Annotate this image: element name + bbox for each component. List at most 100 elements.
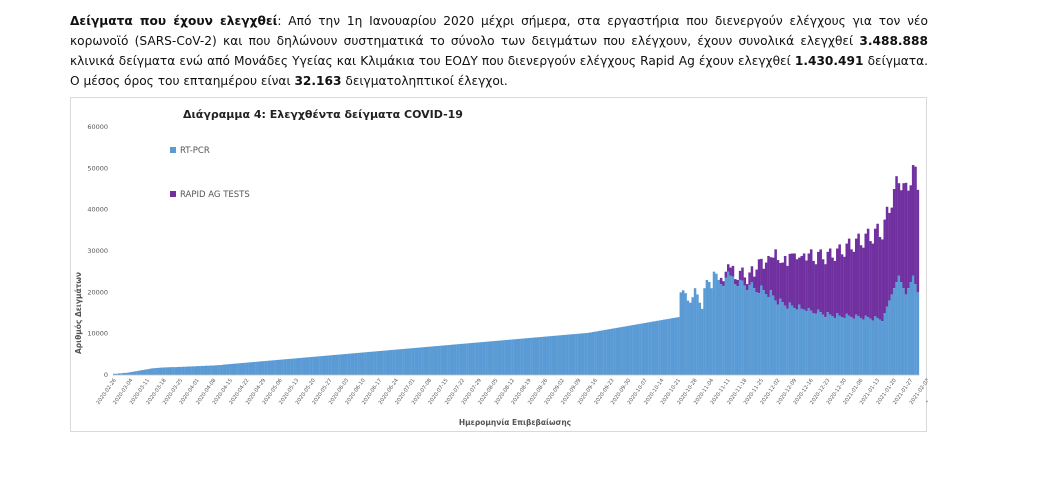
bar-rt-pcr [499, 340, 502, 375]
bars-group [113, 165, 920, 375]
bar-rt-pcr [494, 340, 498, 375]
bar-rt-pcr [712, 271, 716, 375]
bar-rapid-ag [729, 267, 732, 276]
bar-rt-pcr [504, 340, 507, 375]
bar-rt-pcr [195, 366, 199, 375]
bar-rt-pcr [613, 328, 616, 375]
bar-rt-pcr [245, 362, 249, 375]
bar-rapid-ag [738, 270, 742, 280]
bar-rt-pcr [788, 302, 792, 375]
bar-rapid-ag [850, 249, 853, 318]
bar-rt-pcr [589, 332, 593, 375]
bar-rt-pcr [300, 357, 303, 375]
bar-rt-pcr [831, 316, 834, 375]
bar-rt-pcr [421, 347, 424, 375]
bar-rt-pcr [186, 366, 190, 375]
bar-rapid-ag [904, 182, 908, 295]
bar-rt-pcr [715, 273, 718, 375]
bar-rt-pcr [824, 317, 827, 375]
pcr-total: 3.488.888 [859, 34, 928, 48]
bar-rt-pcr [414, 347, 417, 375]
bar-rt-pcr [416, 347, 419, 375]
bar-rt-pcr [406, 348, 410, 375]
bar-rt-pcr [885, 306, 889, 375]
bar-rt-pcr [703, 288, 706, 375]
bar-rt-pcr [127, 372, 130, 375]
summary-text-2: κλινικά δείγματα ενώ από Μονάδες Υγείας … [70, 54, 795, 68]
bar-rapid-ag [821, 259, 825, 315]
bar-rapid-ag [741, 267, 744, 281]
bar-rt-pcr [392, 349, 396, 375]
bar-rapid-ag [878, 236, 882, 320]
bar-rt-pcr [862, 319, 865, 375]
bar-rt-pcr [150, 368, 154, 375]
bar-rapid-ag [726, 264, 730, 272]
bar-rt-pcr [371, 351, 374, 375]
bar-rt-pcr [563, 334, 566, 375]
bar-rt-pcr [214, 365, 218, 375]
bar-rt-pcr [665, 319, 668, 375]
bar-rt-pcr [305, 357, 308, 375]
bar-rt-pcr [762, 290, 766, 375]
bar-rt-pcr [873, 316, 877, 375]
bar-rt-pcr [603, 329, 607, 375]
bar-rt-pcr [497, 340, 500, 375]
bar-rt-pcr [544, 336, 547, 375]
bar-rapid-ag [788, 253, 792, 303]
y-tick-label: 50000 [87, 164, 108, 172]
bar-rt-pcr [679, 292, 683, 375]
seven-day-average: 32.163 [294, 74, 342, 88]
bar-rapid-ag [888, 212, 891, 301]
bar-rt-pcr [636, 324, 640, 375]
bar-rt-pcr [456, 344, 460, 375]
bar-rt-pcr [634, 324, 638, 375]
bar-rt-pcr [774, 300, 777, 375]
bar-rt-pcr [489, 341, 493, 375]
bar-rt-pcr [447, 345, 450, 375]
bar-rapid-ag [753, 276, 756, 289]
bar-rt-pcr [534, 337, 538, 375]
bar-rt-pcr [537, 337, 540, 375]
bar-rt-pcr [705, 279, 709, 375]
bar-rapid-ag [900, 190, 903, 282]
y-tick-label: 30000 [87, 247, 108, 255]
bar-rt-pcr [286, 359, 289, 375]
bar-rt-pcr [224, 364, 227, 375]
bar-rt-pcr [684, 293, 687, 375]
bar-rt-pcr [662, 319, 666, 375]
bar-rt-pcr [243, 362, 246, 375]
bar-rt-pcr [532, 337, 536, 375]
bar-rt-pcr [423, 347, 427, 375]
bar-rapid-ag [722, 281, 725, 287]
bar-rt-pcr [323, 355, 327, 375]
bar-rt-pcr [124, 372, 128, 375]
bar-rt-pcr [876, 317, 879, 375]
y-tick-label: 60000 [87, 123, 108, 131]
bar-rt-pcr [326, 355, 329, 375]
bar-rt-pcr [632, 324, 635, 375]
bar-rt-pcr [155, 367, 159, 375]
bar-rapid-ag [843, 256, 846, 318]
bar-rapid-ag [864, 233, 867, 316]
bar-rt-pcr [577, 333, 581, 375]
bar-rt-pcr [236, 363, 239, 375]
bar-rt-pcr [376, 351, 379, 375]
bar-rapid-ag [748, 272, 751, 285]
bar-rt-pcr [516, 339, 519, 375]
bar-rt-pcr [658, 320, 661, 375]
bar-rt-pcr [158, 367, 161, 375]
bar-rt-pcr [568, 334, 571, 375]
bar-rt-pcr [136, 370, 140, 375]
bar-rt-pcr [672, 317, 675, 375]
bar-rt-pcr [347, 353, 351, 375]
bar-rt-pcr [572, 334, 576, 375]
bar-rt-pcr [698, 302, 702, 375]
bar-rapid-ag [838, 244, 841, 316]
bar-rapid-ag [819, 249, 822, 313]
bar-rt-pcr [622, 326, 626, 375]
bar-rt-pcr [387, 350, 391, 375]
bar-rt-pcr [309, 357, 313, 375]
bar-rt-pcr [914, 284, 917, 375]
bar-rt-pcr [188, 366, 192, 375]
bar-rt-pcr [295, 358, 299, 375]
